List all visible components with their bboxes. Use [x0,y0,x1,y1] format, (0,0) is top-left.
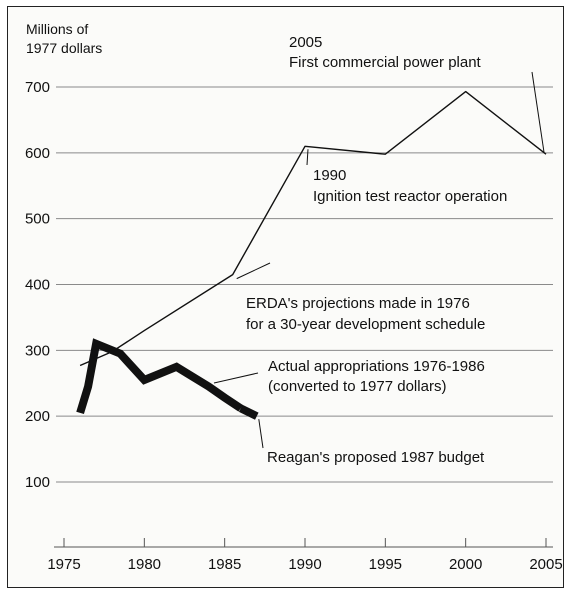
annotation-actual-line-1: Actual appropriations 1976-1986 [268,358,485,375]
annotation-2005-line-2: First commercial power plant [289,54,482,71]
annotation-erda-line-1: ERDA's projections made in 1976 [246,295,470,312]
y-axis-label-line-1: Millions of [26,21,88,37]
annotation-leader [531,71,545,153]
x-tick-label: 1985 [208,556,241,573]
x-tick-label: 1975 [47,556,80,573]
chart-frame: Millions of 1977 dollars 100 200 300 400 500… [7,6,564,588]
annotation-2005-line-1: 2005 [289,34,322,51]
x-tick-labels: 1975 1980 1985 1990 1995 2000 2005 [47,538,563,573]
line-chart: Millions of 1977 dollars 100 200 300 400 500… [25,21,563,573]
y-tick-label: 400 [25,277,50,294]
reagan-budget-line [238,404,259,420]
y-tick-label: 600 [25,145,50,162]
annotation-leader [213,372,259,384]
annotation-1990: 1990 Ignition test reactor operation [313,167,507,205]
annotation-reagan-line-1: Reagan's proposed 1987 budget [267,449,485,466]
x-tick-label: 2005 [529,556,562,573]
annotation-actual: Actual appropriations 1976-1986 (convert… [268,358,485,395]
annotation-erda: ERDA's projections made in 1976 for a 30… [246,295,485,333]
x-tick-label: 2000 [449,556,482,573]
y-axis-label-line-2: 1977 dollars [26,40,102,56]
actual-appropriations-line [76,338,243,415]
annotation-leader [306,149,309,166]
annotation-leaders [213,71,545,449]
annotation-1990-line-1: 1990 [313,167,346,184]
y-tick-labels: 100 200 300 400 500 600 700 [25,79,50,491]
x-tick-label: 1995 [369,556,402,573]
y-tick-label: 300 [25,342,50,359]
annotation-leader [258,419,264,449]
annotation-erda-line-2: for a 30-year development schedule [246,316,485,333]
erda-projection-line [79,90,547,367]
y-tick-label: 100 [25,474,50,491]
grid-lines [56,86,553,483]
x-tick-label: 1990 [288,556,321,573]
x-tick-label: 1980 [128,556,161,573]
annotation-1990-line-2: Ignition test reactor operation [313,188,507,205]
y-tick-label: 200 [25,408,50,425]
y-tick-label: 500 [25,211,50,228]
annotation-leader [236,262,271,280]
series-lines [76,90,547,420]
y-tick-label: 700 [25,79,50,96]
annotation-actual-line-2: (converted to 1977 dollars) [268,378,446,395]
annotation-2005: 2005 First commercial power plant [289,34,482,71]
annotation-reagan: Reagan's proposed 1987 budget [267,449,485,466]
